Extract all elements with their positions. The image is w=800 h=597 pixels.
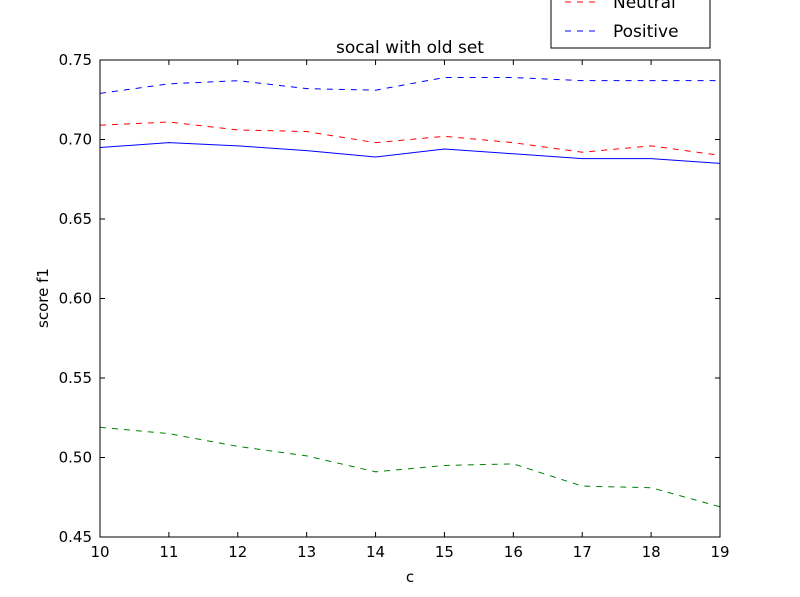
plot-area	[100, 76, 720, 508]
chart-title: socal with old set	[336, 38, 484, 58]
x-tick-label: 12	[228, 543, 247, 561]
x-tick-label: 17	[573, 543, 592, 561]
x-tick-label: 14	[366, 543, 385, 561]
y-tick-label: 0.60	[59, 290, 92, 308]
y-tick-label: 0.50	[59, 449, 92, 467]
x-tick-label: 11	[159, 543, 178, 561]
y-tick-label: 0.55	[59, 369, 92, 387]
x-tick-label: 19	[710, 543, 729, 561]
y-axis: 0.45 0.50 0.55 0.60 0.65 0.70 0.75	[59, 51, 720, 546]
legend: Neutral Positive	[550, 0, 711, 49]
series-line-1	[100, 142, 720, 164]
legend-label-neutral: Neutral	[613, 0, 676, 13]
x-tick-label: 18	[642, 543, 661, 561]
series-line-neutral	[100, 121, 720, 156]
plot-frame	[99, 59, 721, 538]
y-axis-label: score f1	[34, 268, 52, 328]
x-axis: 10 11 12 13 14 15 16 17 18 19	[90, 60, 730, 561]
y-tick-label: 0.65	[59, 210, 92, 228]
legend-label-positive: Positive	[613, 22, 679, 42]
series-line-4	[100, 426, 720, 508]
y-tick-label: 0.75	[59, 51, 92, 69]
y-tick-label: 0.45	[59, 528, 92, 546]
x-tick-label: 16	[504, 543, 523, 561]
x-tick-label: 10	[90, 543, 109, 561]
y-tick-label: 0.70	[59, 131, 92, 149]
x-tick-label: 13	[297, 543, 316, 561]
x-tick-label: 15	[435, 543, 454, 561]
legend-box	[550, 0, 711, 49]
x-axis-label: c	[406, 568, 414, 586]
series-line-positive	[100, 76, 720, 94]
